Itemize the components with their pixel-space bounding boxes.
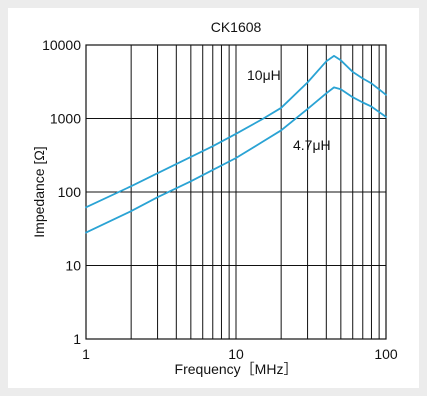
y-tick-label: 100 (58, 184, 82, 200)
chart-panel (8, 8, 419, 388)
series-label-10uh: 10μH (247, 67, 281, 83)
grid (86, 45, 386, 339)
y-tick-label: 10000 (42, 37, 81, 53)
series-line-0 (85, 55, 387, 209)
chart-title: CK1608 (211, 19, 262, 35)
x-axis-title: Frequency［MHz］ (175, 361, 298, 377)
series-line-1 (85, 86, 387, 234)
y-tick-labels: 1 10 100 1000 10000 (42, 37, 81, 347)
y-axis-title: Impedance [Ω] (31, 146, 47, 237)
series-label-4-7uh: 4.7μH (293, 137, 331, 153)
y-tick-label: 1 (73, 331, 81, 347)
plot-frame (85, 44, 387, 340)
series-lines (85, 55, 387, 234)
y-tick-label: 1000 (50, 111, 81, 127)
x-tick-labels: 1 10 100 (82, 346, 398, 362)
x-tick-label: 1 (82, 346, 90, 362)
x-tick-label: 10 (228, 346, 244, 362)
y-tick-label: 10 (65, 258, 81, 274)
x-tick-label: 100 (374, 346, 398, 362)
